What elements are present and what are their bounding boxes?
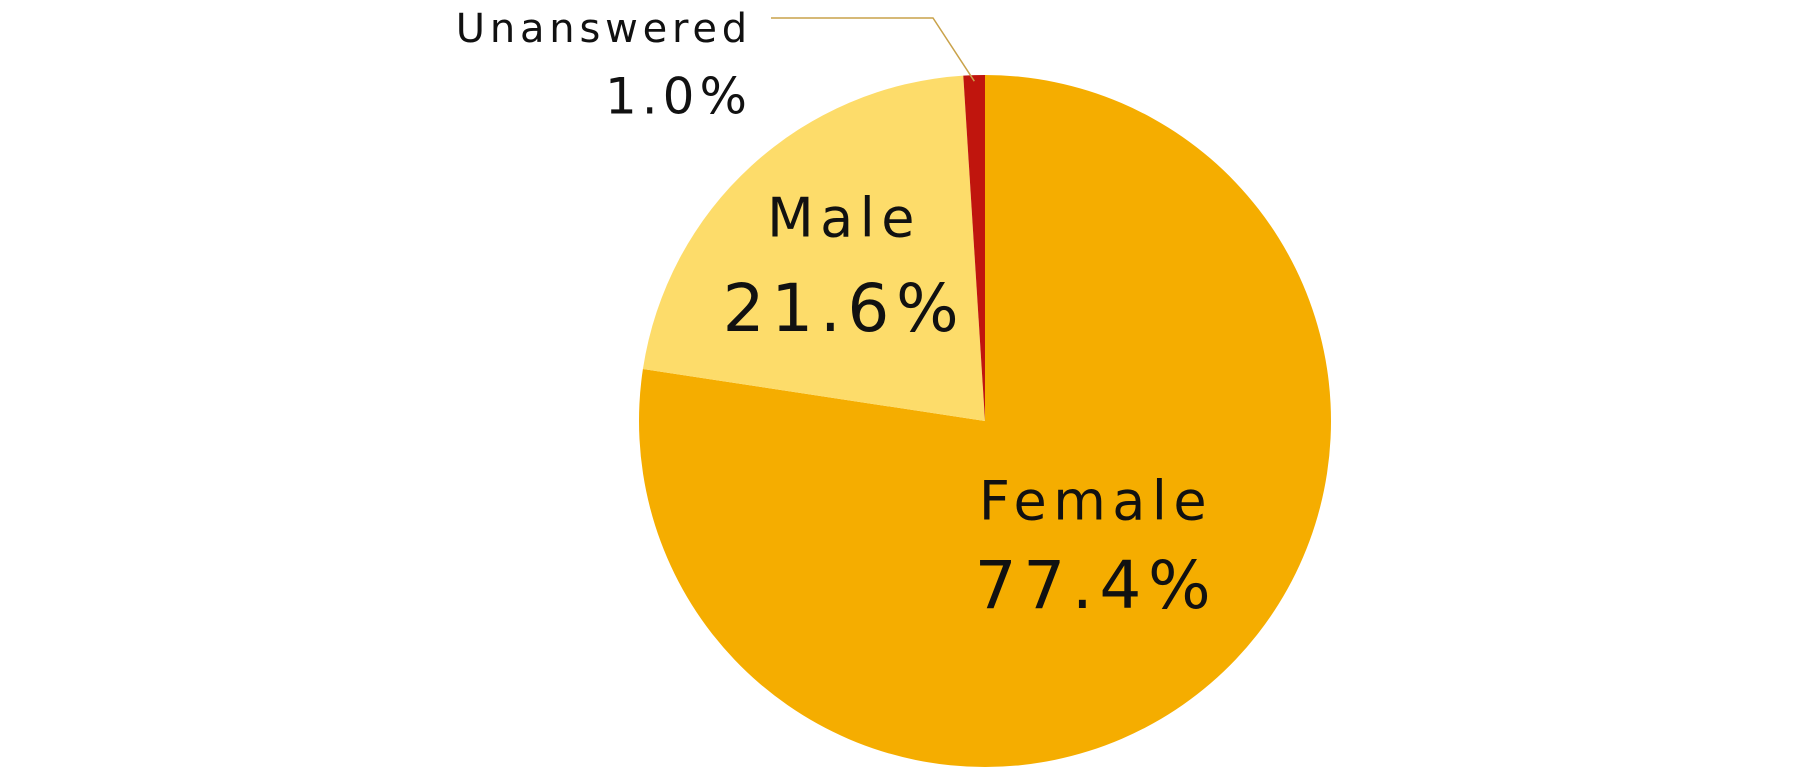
pie-slice bbox=[639, 75, 1331, 767]
slice-label: Female bbox=[979, 470, 1213, 533]
value-label: 21.6% bbox=[723, 270, 966, 347]
value-label: 1.0% bbox=[605, 68, 752, 126]
slice-label: Male bbox=[767, 187, 921, 250]
pie-slice bbox=[963, 75, 985, 421]
leader-line bbox=[771, 17, 975, 82]
value-label: 77.4% bbox=[975, 547, 1218, 624]
slice-label: Unanswered bbox=[456, 6, 752, 52]
pie-slice bbox=[642, 75, 985, 422]
